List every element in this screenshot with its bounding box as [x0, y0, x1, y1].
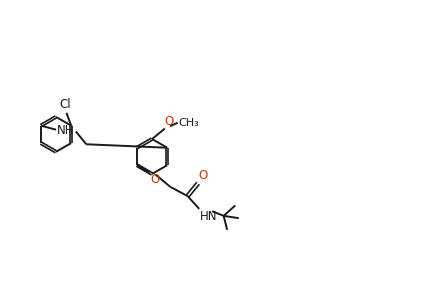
- Text: O: O: [199, 169, 208, 182]
- Text: HN: HN: [200, 210, 217, 223]
- Text: NH: NH: [57, 124, 74, 137]
- Text: Cl: Cl: [60, 98, 71, 111]
- Text: O: O: [150, 173, 159, 186]
- Text: CH₃: CH₃: [178, 118, 199, 128]
- Text: O: O: [165, 115, 174, 128]
